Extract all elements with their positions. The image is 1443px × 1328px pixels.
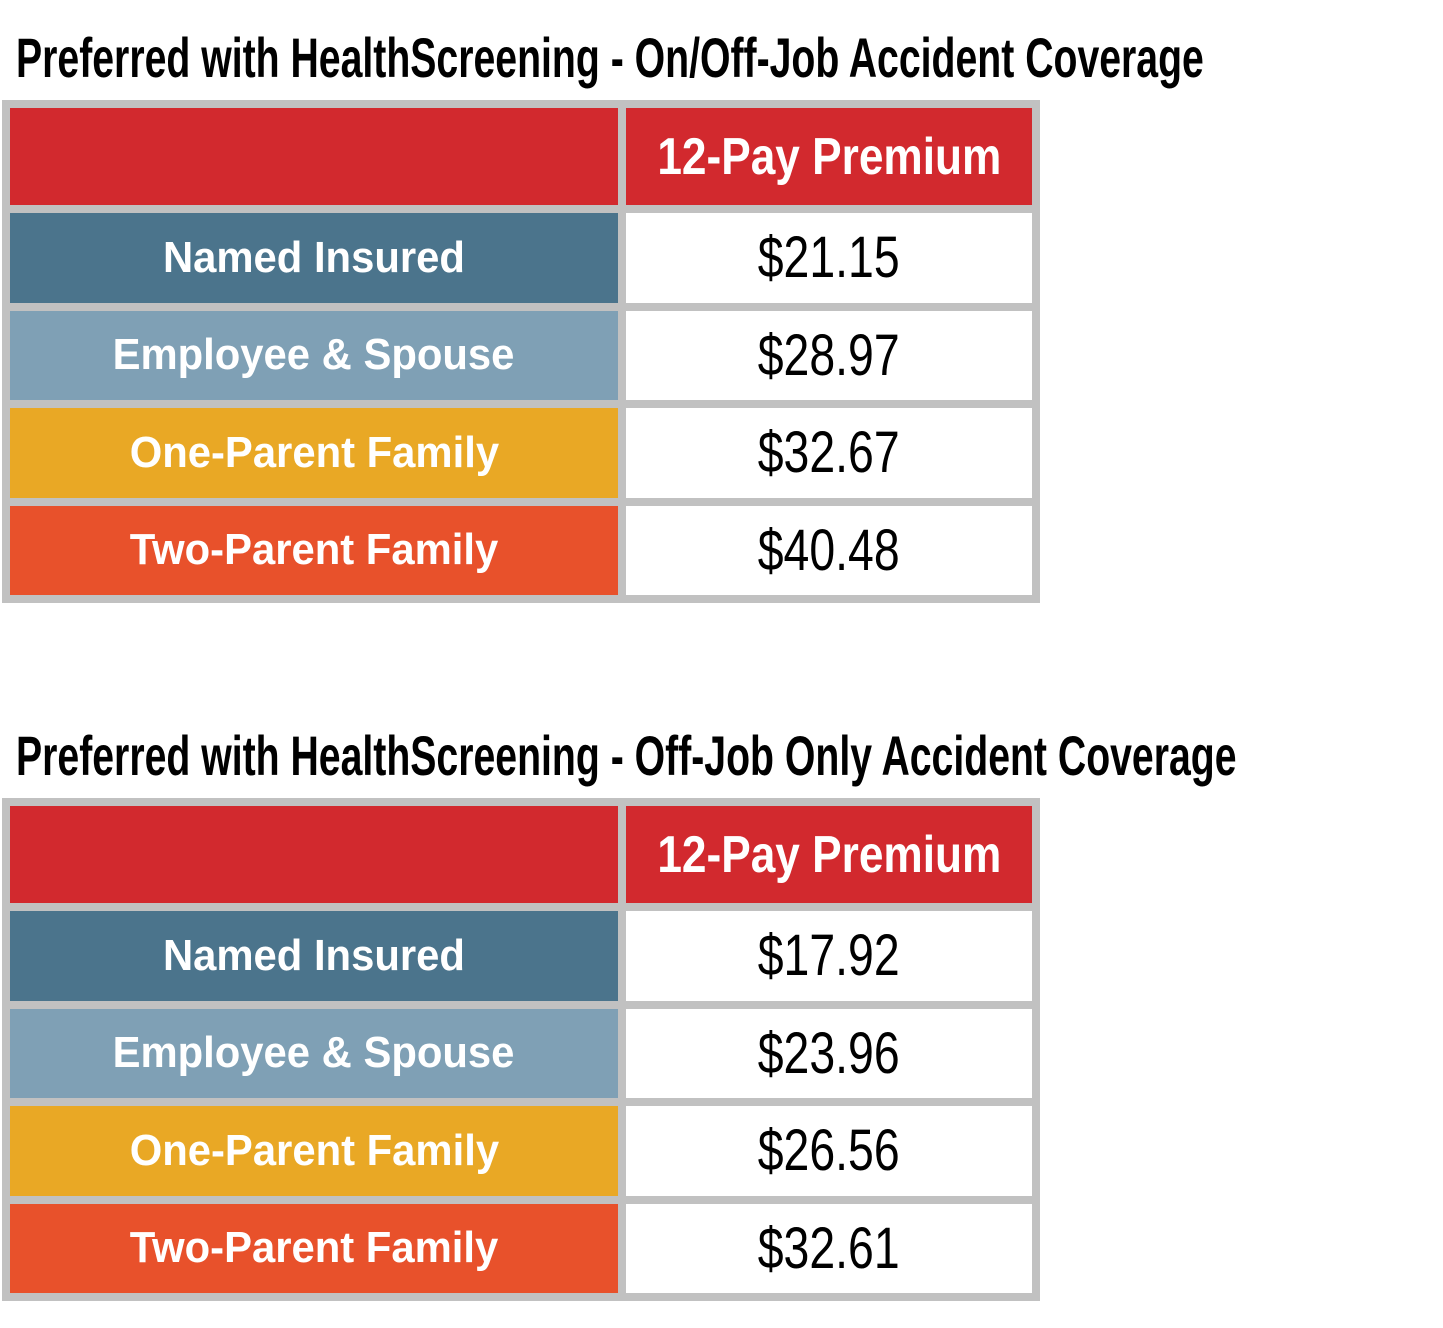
- row-label-text: One-Parent Family: [129, 427, 499, 477]
- table-title-off-job-only: Preferred with HealthScreening - Off-Job…: [0, 724, 1443, 788]
- rate-sheet-document: Preferred with HealthScreening - On/Off-…: [0, 26, 1443, 1328]
- row-label-one-parent-family: One-Parent Family: [10, 1106, 618, 1196]
- row-label-text: One-Parent Family: [129, 1125, 499, 1175]
- row-label-text: Employee & Spouse: [113, 330, 515, 380]
- header-cell-empty: [10, 108, 618, 205]
- header-premium-label: 12-Pay Premium: [657, 127, 1001, 186]
- row-label-text: Employee & Spouse: [113, 1028, 515, 1078]
- row-value-employee-spouse: $23.96: [626, 1008, 1032, 1098]
- row-value-text: $26.56: [758, 1118, 900, 1184]
- row-value-text: $17.92: [758, 923, 900, 989]
- row-value-text: $21.15: [758, 225, 900, 291]
- row-label-text: Named Insured: [163, 930, 465, 980]
- row-label-two-parent-family: Two-Parent Family: [10, 505, 618, 595]
- header-cell-empty: [10, 806, 618, 903]
- row-value-one-parent-family: $32.67: [626, 408, 1032, 498]
- header-cell-premium: 12-Pay Premium: [626, 108, 1032, 205]
- row-label-text: Two-Parent Family: [129, 525, 499, 575]
- section-off-job-only: Preferred with HealthScreening - Off-Job…: [0, 724, 1443, 1301]
- row-label-named-insured: Named Insured: [10, 911, 618, 1001]
- table-title-on-off-job: Preferred with HealthScreening - On/Off-…: [0, 26, 1443, 90]
- row-label-text: Two-Parent Family: [129, 1223, 499, 1273]
- table-title-text: Preferred with HealthScreening - On/Off-…: [16, 26, 1204, 89]
- row-label-named-insured: Named Insured: [10, 213, 618, 303]
- table-title-text: Preferred with HealthScreening - Off-Job…: [16, 724, 1237, 787]
- row-value-employee-spouse: $28.97: [626, 310, 1032, 400]
- row-value-one-parent-family: $26.56: [626, 1106, 1032, 1196]
- section-on-off-job: Preferred with HealthScreening - On/Off-…: [0, 26, 1443, 603]
- row-value-two-parent-family: $32.61: [626, 1203, 1032, 1293]
- row-value-named-insured: $17.92: [626, 911, 1032, 1001]
- row-value-two-parent-family: $40.48: [626, 505, 1032, 595]
- row-value-text: $28.97: [758, 322, 900, 388]
- row-value-text: $40.48: [758, 517, 900, 583]
- row-label-employee-spouse: Employee & Spouse: [10, 310, 618, 400]
- row-label-two-parent-family: Two-Parent Family: [10, 1203, 618, 1293]
- header-premium-label: 12-Pay Premium: [657, 825, 1001, 884]
- rate-table-off-job-only: 12-Pay Premium Named Insured $17.92 Empl…: [2, 798, 1040, 1301]
- row-value-text: $23.96: [758, 1020, 900, 1086]
- row-label-one-parent-family: One-Parent Family: [10, 408, 618, 498]
- row-value-text: $32.61: [758, 1215, 900, 1281]
- row-value-named-insured: $21.15: [626, 213, 1032, 303]
- rate-table-on-off-job: 12-Pay Premium Named Insured $21.15 Empl…: [2, 100, 1040, 603]
- row-label-text: Named Insured: [163, 232, 465, 282]
- row-value-text: $32.67: [758, 420, 900, 486]
- row-label-employee-spouse: Employee & Spouse: [10, 1008, 618, 1098]
- header-cell-premium: 12-Pay Premium: [626, 806, 1032, 903]
